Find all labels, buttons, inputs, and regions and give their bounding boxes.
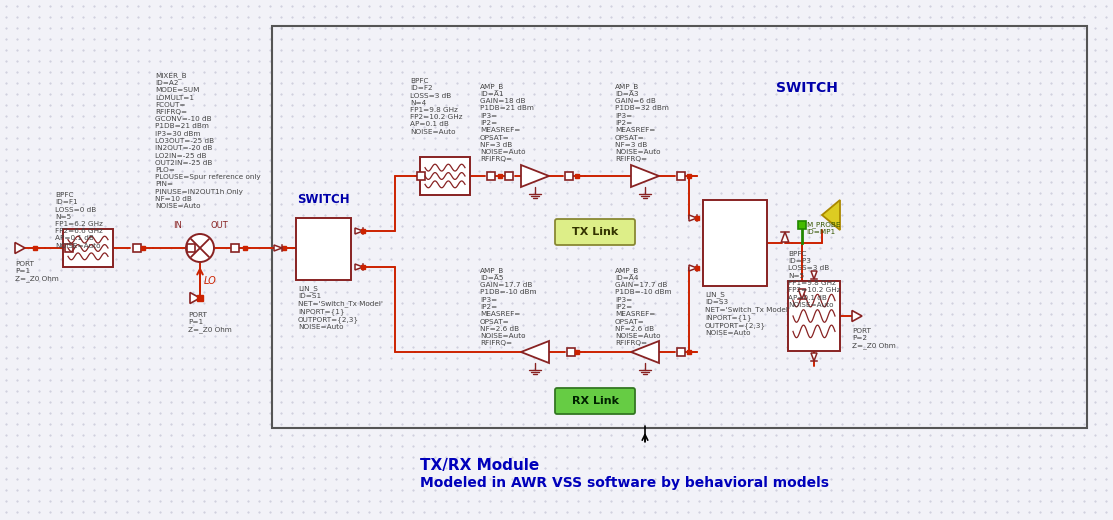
Text: AMP_B
ID=A1
GAIN=18 dB
P1DB=21 dBm
IP3=
IP2=
MEASREF=
OPSAT=
NF=3 dB
NOISE=Auto
: AMP_B ID=A1 GAIN=18 dB P1DB=21 dBm IP3= … — [480, 83, 534, 162]
FancyBboxPatch shape — [555, 219, 636, 245]
Polygon shape — [811, 271, 817, 279]
Bar — [703, 200, 767, 286]
Polygon shape — [355, 228, 363, 234]
Text: OUT: OUT — [210, 221, 228, 230]
Text: TX Link: TX Link — [572, 227, 618, 237]
Polygon shape — [781, 232, 789, 242]
Bar — [272, 26, 1087, 428]
Text: AMP_B
ID=A4
GAIN=17.7 dB
P1DB=-10 dBm
IP3=
IP2=
MEASREF=
OPSAT=
NF=2.6 dB
NOISE=: AMP_B ID=A4 GAIN=17.7 dB P1DB=-10 dBm IP… — [615, 267, 671, 346]
Polygon shape — [355, 264, 363, 270]
Polygon shape — [689, 215, 697, 221]
Polygon shape — [851, 310, 861, 321]
Text: M_PROBE
ID=MP1: M_PROBE ID=MP1 — [806, 221, 840, 235]
Text: LO: LO — [204, 276, 217, 286]
Polygon shape — [823, 200, 840, 230]
Text: Modeled in AWR VSS software by behavioral models: Modeled in AWR VSS software by behaviora… — [420, 476, 829, 490]
Polygon shape — [274, 245, 282, 251]
Text: BPFC
ID=F1
LOSS=0 dB
N=5
FP1=6.2 GHz
FP2=6.6 GHz
AP=0.1 dB
NOISE=Auto: BPFC ID=F1 LOSS=0 dB N=5 FP1=6.2 GHz FP2… — [55, 192, 102, 249]
Bar — [788, 281, 840, 351]
Polygon shape — [811, 353, 817, 361]
Polygon shape — [190, 292, 200, 304]
Text: RX Link: RX Link — [571, 396, 619, 406]
Text: AMP_B
ID=A5
GAIN=17.7 dB
P1DB=-10 dBm
IP3=
IP2=
MEASREF=
OPSAT=
NF=2.6 dB
NOISE=: AMP_B ID=A5 GAIN=17.7 dB P1DB=-10 dBm IP… — [480, 267, 536, 346]
Text: BPFC
ID=F2
LOSS=3 dB
N=4
FP1=9.8 GHz
FP2=10.2 GHz
AP=0.1 dB
NOISE=Auto: BPFC ID=F2 LOSS=3 dB N=4 FP1=9.8 GHz FP2… — [410, 78, 463, 135]
Polygon shape — [14, 242, 24, 253]
Circle shape — [186, 234, 214, 262]
Polygon shape — [631, 165, 659, 187]
Bar — [420, 157, 470, 195]
Polygon shape — [689, 265, 697, 271]
Text: PORT
P=2
Z=_Z0 Ohm: PORT P=2 Z=_Z0 Ohm — [851, 328, 896, 349]
Bar — [63, 229, 114, 267]
Text: BPFC
ID=P3
LOSS=3 dB
N=5
FP1=9.8 GHz
FP2=10.2 GHz
AP=0.1 dB
NOISE=Auto: BPFC ID=P3 LOSS=3 dB N=5 FP1=9.8 GHz FP2… — [788, 251, 840, 308]
Polygon shape — [631, 341, 659, 363]
FancyBboxPatch shape — [555, 388, 636, 414]
Text: SWITCH: SWITCH — [776, 81, 838, 95]
Text: TX/RX Module: TX/RX Module — [420, 458, 540, 473]
Text: LIN_S
ID=S1
NET='Switch_Tx Model'
INPORT={1}
OUTPORT={2,3}
NOISE=Auto: LIN_S ID=S1 NET='Switch_Tx Model' INPORT… — [298, 285, 383, 330]
Text: AMP_B
ID=A3
GAIN=6 dB
P1DB=32 dBm
IP3=
IP2=
MEASREF=
OPSAT=
NF=3 dB
NOISE=Auto
R: AMP_B ID=A3 GAIN=6 dB P1DB=32 dBm IP3= I… — [615, 83, 669, 162]
Text: PORT
P=1
Z=_Z0 Ohm: PORT P=1 Z=_Z0 Ohm — [14, 261, 59, 282]
Bar — [296, 218, 351, 280]
Text: PORT
P=1
Z=_Z0 Ohm: PORT P=1 Z=_Z0 Ohm — [188, 312, 232, 333]
Text: LIN_S
ID=S3
NET='Switch_Tx Model'
INPORT={1}
OUTPORT={2,3}
NOISE=Auto: LIN_S ID=S3 NET='Switch_Tx Model' INPORT… — [705, 291, 790, 336]
Text: SWITCH: SWITCH — [297, 193, 349, 206]
Polygon shape — [521, 165, 549, 187]
Polygon shape — [521, 341, 549, 363]
Text: IN: IN — [174, 221, 183, 230]
Polygon shape — [798, 289, 806, 299]
Text: MIXER_B
ID=A2
MODE=SUM
LOMULT=1
FCOUT=
RFIFRQ=
GCONV=-10 dB
P1DB=21 dBm
IP3=30 d: MIXER_B ID=A2 MODE=SUM LOMULT=1 FCOUT= R… — [155, 72, 260, 209]
